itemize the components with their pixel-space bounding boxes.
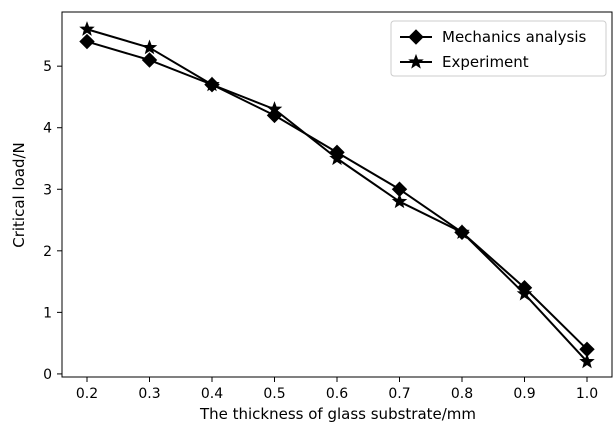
x-tick-label: 0.2 (76, 386, 98, 402)
y-tick-label: 5 (43, 59, 52, 75)
y-tick-label: 2 (43, 244, 52, 260)
x-tick-label: 0.5 (263, 386, 285, 402)
x-axis-ticks: 0.2 0.3 0.4 0.5 0.6 0.7 0.8 0.9 1.0 (76, 377, 598, 402)
x-tick-label: 0.9 (513, 386, 535, 402)
legend: Mechanics analysis Experiment (391, 21, 606, 76)
x-tick-label: 1.0 (576, 386, 598, 402)
x-tick-label: 0.4 (201, 386, 223, 402)
x-axis-label: The thickness of glass substrate/mm (199, 405, 476, 423)
y-tick-label: 4 (43, 121, 52, 137)
legend-label: Mechanics analysis (442, 28, 587, 46)
x-tick-label: 0.8 (451, 386, 473, 402)
y-tick-label: 0 (43, 367, 52, 383)
y-axis-ticks: 0 1 2 3 4 5 (43, 59, 62, 383)
legend-label: Experiment (442, 53, 529, 71)
y-tick-label: 3 (43, 182, 52, 198)
x-tick-label: 0.7 (388, 386, 410, 402)
x-tick-label: 0.3 (138, 386, 160, 402)
y-tick-label: 1 (43, 305, 52, 321)
x-tick-label: 0.6 (326, 386, 348, 402)
y-axis-label: Critical load/N (10, 142, 28, 248)
